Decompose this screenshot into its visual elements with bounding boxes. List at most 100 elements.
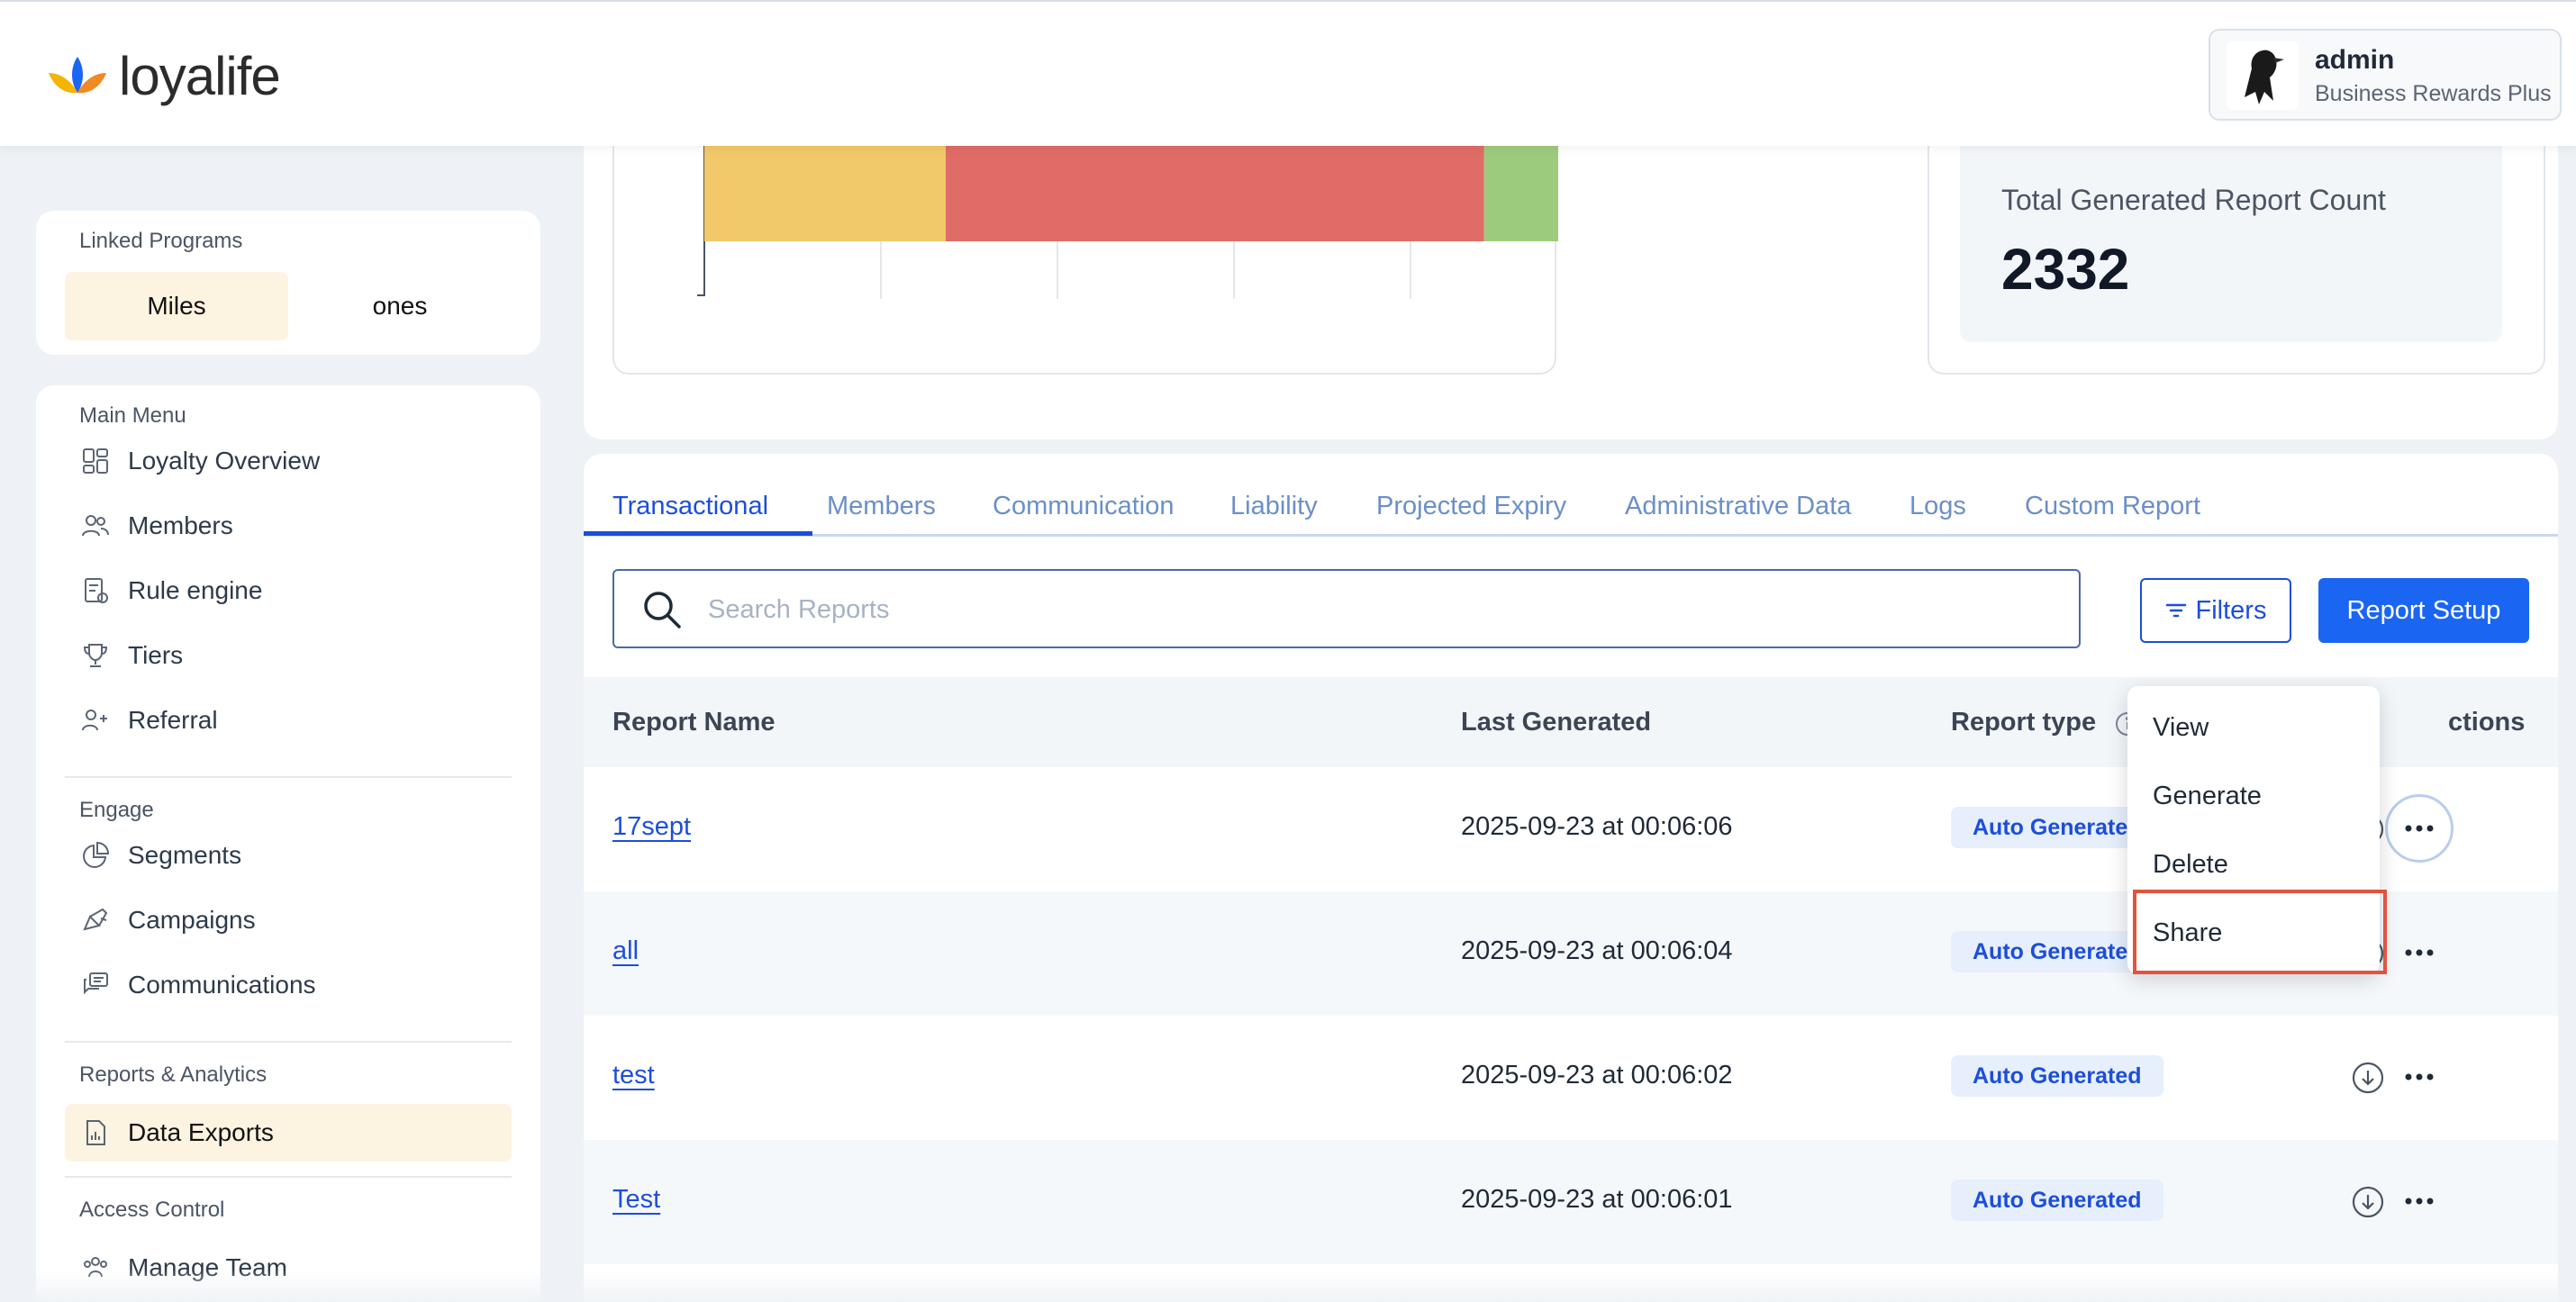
tab-liability[interactable]: Liability	[1230, 492, 1318, 520]
column-report-name[interactable]: Report Name	[612, 708, 776, 737]
sidebar-item-label: Rule engine	[128, 576, 263, 604]
sidebar-item-loyalty-overview[interactable]: Loyalty Overview	[65, 432, 512, 490]
report-name-link[interactable]: all	[612, 936, 639, 965]
section-access-control: Access Control	[79, 1198, 225, 1222]
lotus-icon	[49, 56, 106, 93]
table-row: test 2025-09-23 at 00:06:02 Auto Generat…	[584, 1016, 2558, 1140]
more-horizontal-icon	[2405, 825, 2434, 832]
program-ones-button[interactable]: ones	[372, 292, 428, 320]
program-miles-button[interactable]: Miles	[65, 272, 288, 340]
sidebar-item-label: Data Exports	[128, 1118, 274, 1146]
tab-members[interactable]: Members	[827, 492, 936, 520]
report-setup-button[interactable]: Report Setup	[2318, 578, 2529, 643]
report-type-badge: Auto Generated	[1951, 1055, 2163, 1097]
tab-custom-report[interactable]: Custom Report	[2025, 492, 2201, 520]
search-icon	[644, 592, 681, 628]
sidebar-item-rule-engine[interactable]: Rule engine	[65, 562, 512, 619]
sidebar-item-label: Referral	[128, 706, 218, 734]
filters-button[interactable]: Filters	[2140, 578, 2291, 643]
sidebar-item-data-exports[interactable]: Data Exports	[65, 1104, 512, 1162]
column-actions: ctions	[2448, 708, 2526, 737]
last-generated-cell: 2025-09-23 at 00:06:02	[1461, 1061, 1733, 1090]
download-icon[interactable]	[2351, 1061, 2385, 1095]
sidebar-item-segments[interactable]: Segments	[65, 827, 512, 884]
report-count-inner: Total Generated Report Count 2332	[1960, 137, 2502, 342]
sidebar-item-tiers[interactable]: Tiers	[65, 627, 512, 684]
filter-icon	[2165, 603, 2186, 618]
sidebar-menu: Main Menu Loyalty Overview Members Rule …	[36, 385, 540, 1302]
report-name-link[interactable]: Test	[612, 1185, 661, 1214]
report-chart-card	[612, 137, 1764, 375]
menu-item-view[interactable]: View	[2153, 713, 2209, 742]
megaphone-icon	[79, 904, 112, 936]
menu-item-generate[interactable]: Generate	[2153, 782, 2262, 810]
brand-logo[interactable]: loyalife	[45, 45, 281, 107]
sidebar-item-members[interactable]: Members	[65, 497, 512, 555]
more-actions-button[interactable]	[2385, 1043, 2454, 1111]
tab-logs[interactable]: Logs	[1909, 492, 1966, 520]
sidebar-item-communications[interactable]: Communications	[65, 956, 512, 1014]
report-type-badge: Auto Generated	[1951, 1180, 2163, 1221]
download-icon[interactable]	[2351, 1185, 2385, 1219]
report-count-card: Total Generated Report Count 2332	[1927, 137, 2545, 375]
sidebar-item-referral[interactable]: Referral	[65, 692, 512, 749]
report-count-value: 2332	[2001, 237, 2130, 302]
tab-administrative-data[interactable]: Administrative Data	[1625, 492, 1852, 520]
divider	[65, 776, 512, 778]
chart-bar-segment-3[interactable]	[1483, 137, 1758, 241]
user-name: admin	[2315, 45, 2395, 75]
menu-item-share[interactable]: Share	[2153, 918, 2223, 947]
table-row: 17sept 2025-09-23 at 00:06:06 Auto Gener…	[584, 767, 2558, 891]
more-horizontal-icon	[2405, 949, 2434, 956]
report-name-link[interactable]: test	[612, 1061, 655, 1090]
menu-item-delete[interactable]: Delete	[2153, 850, 2228, 879]
tab-transactional[interactable]: Transactional	[612, 492, 769, 520]
rules-icon	[79, 574, 112, 607]
share-highlight-box	[2133, 890, 2387, 974]
users-icon	[79, 510, 112, 542]
chart-bar-segment-1[interactable]	[704, 137, 946, 241]
pie-chart-icon	[79, 839, 112, 872]
stacked-bar-chart	[697, 137, 1764, 299]
section-main-menu: Main Menu	[79, 403, 186, 428]
sidebar-item-label: Segments	[128, 841, 242, 869]
report-type-badge: Auto Generate	[1951, 807, 2150, 848]
sidebar-item-label: Loyalty Overview	[128, 447, 321, 475]
chat-icon	[79, 969, 112, 1001]
search-box[interactable]	[612, 569, 2081, 648]
sidebar-item-campaigns[interactable]: Campaigns	[65, 891, 512, 949]
more-actions-button[interactable]	[2385, 1167, 2454, 1235]
app-header: loyalife admin Business Rewards Plus	[0, 0, 2576, 146]
active-tab-indicator	[584, 531, 812, 536]
sidebar-item-label: Campaigns	[128, 906, 256, 934]
table-row: Test 2025-09-23 at 00:06:01 Auto Generat…	[584, 1140, 2558, 1264]
sidebar-item-label: Members	[128, 511, 233, 539]
report-file-icon	[79, 1117, 112, 1149]
divider	[65, 1041, 512, 1043]
divider	[65, 1176, 512, 1178]
report-name-link[interactable]: 17sept	[612, 812, 692, 841]
trophy-icon	[79, 639, 112, 672]
chart-bar-segment-2[interactable]	[945, 137, 1484, 241]
sidebar-item-label: Communications	[128, 971, 316, 999]
user-plan: Business Rewards Plus	[2315, 81, 2552, 106]
last-generated-cell: 2025-09-23 at 00:06:01	[1461, 1185, 1733, 1214]
overview-panel: Total Generated Report Count 2332	[584, 137, 2558, 439]
dashboard-icon	[79, 445, 112, 477]
column-report-type[interactable]: Report type	[1951, 708, 2097, 737]
tab-communication[interactable]: Communication	[993, 492, 1175, 520]
more-actions-button[interactable]	[2385, 918, 2454, 987]
linked-programs-title: Linked Programs	[79, 229, 243, 253]
report-type-badge: Auto Generate	[1951, 931, 2150, 972]
more-actions-button[interactable]	[2385, 794, 2454, 863]
search-input[interactable]	[708, 583, 2059, 636]
linked-programs-card: Linked Programs Miles ones	[36, 211, 540, 355]
chart-axis	[697, 137, 705, 296]
section-reports-analytics: Reports & Analytics	[79, 1062, 268, 1087]
column-last-generated[interactable]: Last Generated	[1461, 708, 1652, 737]
more-horizontal-icon	[2405, 1073, 2434, 1080]
user-profile-card[interactable]: admin Business Rewards Plus	[2209, 29, 2562, 121]
section-engage: Engage	[79, 798, 154, 822]
last-generated-cell: 2025-09-23 at 00:06:06	[1461, 812, 1733, 841]
tab-projected-expiry[interactable]: Projected Expiry	[1376, 492, 1567, 520]
